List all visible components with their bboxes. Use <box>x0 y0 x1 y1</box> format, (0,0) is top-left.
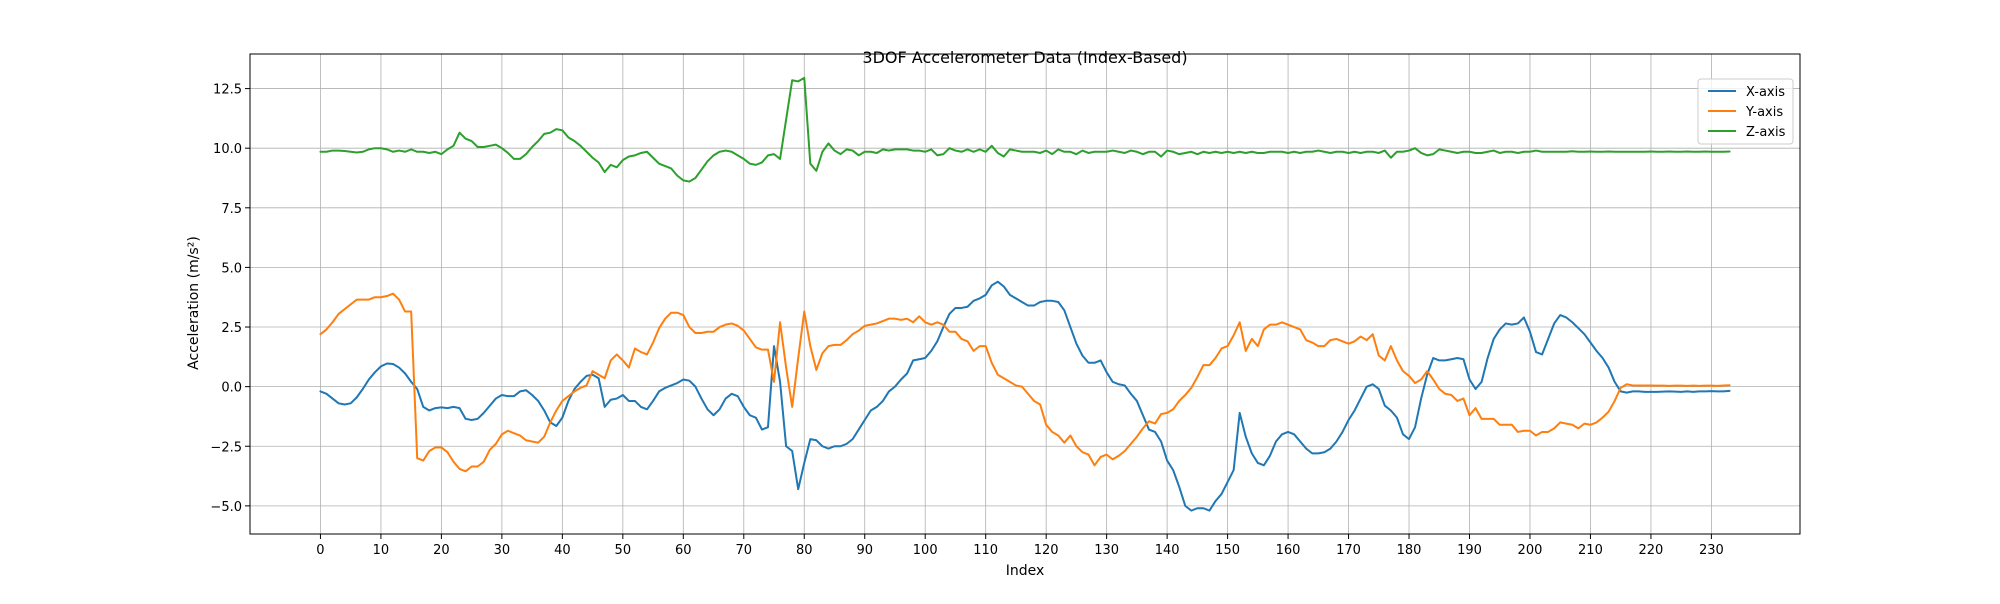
y-tick-label: 7.5 <box>221 202 242 217</box>
x-tick-label: 70 <box>736 543 753 558</box>
x-tick-label: 80 <box>796 543 813 558</box>
x-tick-label: 180 <box>1397 543 1422 558</box>
x-axis-label: Index <box>1006 563 1045 579</box>
x-tick-label: 170 <box>1336 543 1361 558</box>
x-tick-label: 110 <box>973 543 998 558</box>
x-tick-label: 40 <box>554 543 571 558</box>
x-tick-label: 220 <box>1639 543 1664 558</box>
x-tick-label: 160 <box>1276 543 1301 558</box>
x-tick-label: 20 <box>433 543 450 558</box>
x-tick-label: 230 <box>1699 543 1724 558</box>
series-line-z-axis <box>319 76 1731 183</box>
x-tick-label: 140 <box>1155 543 1180 558</box>
y-tick-label: 12.5 <box>213 83 242 98</box>
y-axis-label: Acceleration (m/s²) <box>186 236 202 370</box>
x-tick-label: 50 <box>615 543 632 558</box>
x-tick-label: 130 <box>1094 543 1119 558</box>
x-tick-label: 120 <box>1034 543 1059 558</box>
x-tick-label: 210 <box>1578 543 1603 558</box>
x-tick-label: 190 <box>1457 543 1482 558</box>
series-line-y-axis <box>319 292 1731 473</box>
y-tick-label: 2.5 <box>221 321 242 336</box>
x-tick-label: 90 <box>856 543 873 558</box>
x-tick-label: 60 <box>675 543 692 558</box>
y-tick-label: 5.0 <box>221 261 242 276</box>
x-tick-label: 10 <box>373 543 390 558</box>
y-tick-label: 10.0 <box>213 142 242 157</box>
x-tick-label: 0 <box>316 543 324 558</box>
legend: X-axis Y-axis Z-axis <box>1697 78 1794 145</box>
x-tick-label: 100 <box>913 543 938 558</box>
y-tick-label: −2.5 <box>210 440 242 455</box>
chart-title: 3DOF Accelerometer Data (Index-Based) <box>862 48 1187 67</box>
x-tick-label: 30 <box>494 543 511 558</box>
legend-label-y-axis: Y-axis <box>1745 105 1783 120</box>
x-axis-ticks: 0 10 20 30 40 50 60 70 80 90 100 110 120 130 140 150 160… <box>316 534 1724 558</box>
y-axis-ticks: −5.0 −2.5 0.0 2.5 5.0 7.5 10.0 12.5 <box>210 83 250 515</box>
y-tick-label: 0.0 <box>221 381 242 396</box>
x-tick-label: 200 <box>1518 543 1543 558</box>
y-tick-label: −5.0 <box>210 500 242 515</box>
series-line-x-axis <box>319 280 1731 512</box>
legend-label-x-axis: X-axis <box>1746 85 1785 100</box>
plot-area-frame <box>249 53 1801 535</box>
legend-box <box>1697 78 1794 145</box>
legend-label-z-axis: Z-axis <box>1746 125 1786 140</box>
series-lines <box>319 76 1731 512</box>
x-tick-label: 150 <box>1215 543 1240 558</box>
